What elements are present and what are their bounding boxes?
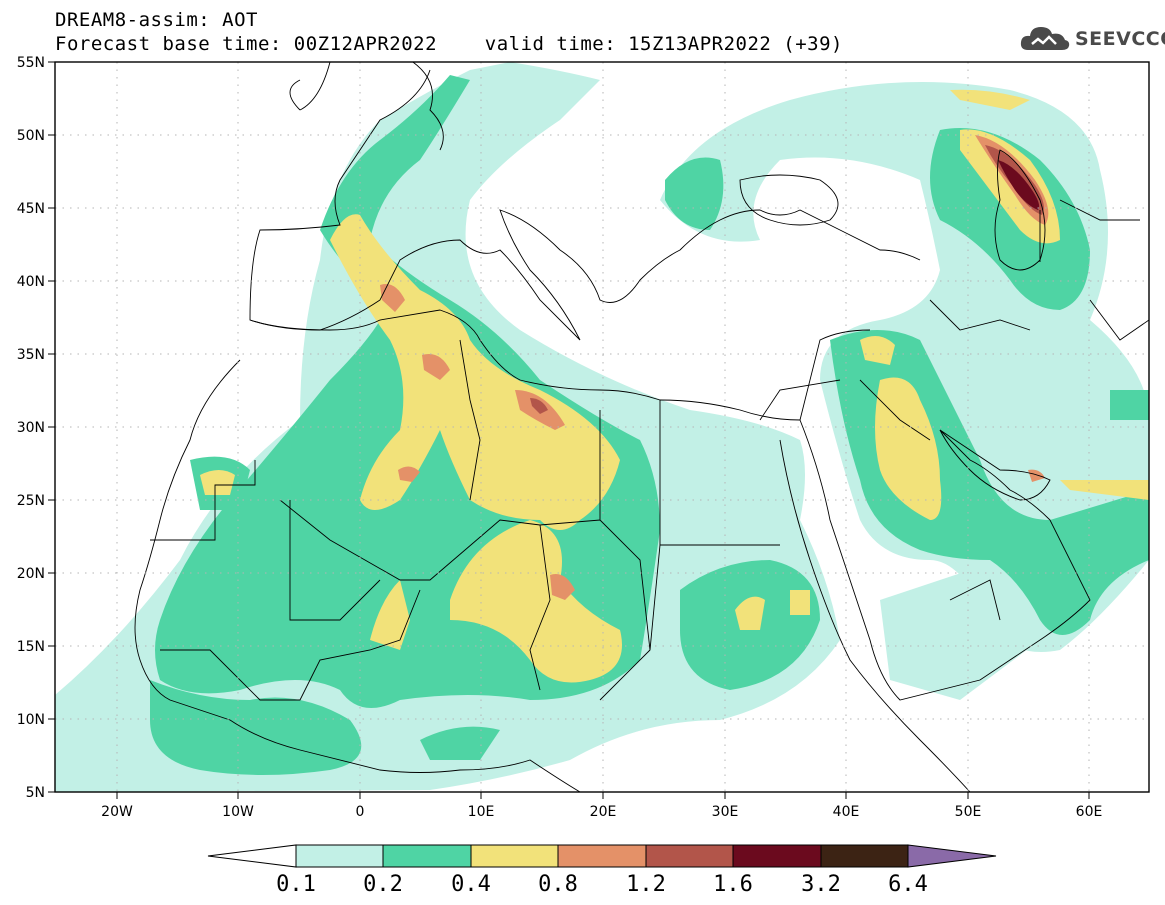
lon-label: 60E xyxy=(1076,804,1103,820)
colorbar-label: 0.2 xyxy=(363,872,403,897)
lon-label: 10W xyxy=(222,804,254,820)
colorbar-high-arrow xyxy=(907,844,997,868)
colorbar-segment xyxy=(732,844,822,868)
forecast-time-line: Forecast base time: 00Z12APR2022 valid t… xyxy=(55,33,843,55)
colorbar-segment xyxy=(557,844,647,868)
colorbar-label: 1.6 xyxy=(713,872,753,897)
colorbar xyxy=(207,844,997,868)
colorbar-segment xyxy=(382,844,472,868)
aot-contour-fields xyxy=(55,62,1149,792)
lat-label: 40N xyxy=(17,274,45,290)
lat-label: 10N xyxy=(17,712,45,728)
lat-label: 45N xyxy=(17,201,45,217)
colorbar-label: 0.8 xyxy=(538,872,578,897)
lat-label: 20N xyxy=(17,566,45,582)
seevccc-logo: SEEVCCC xyxy=(1018,22,1165,56)
colorbar-segment xyxy=(295,844,384,868)
logo-text: SEEVCCC xyxy=(1075,28,1165,50)
colorbar-label: 6.4 xyxy=(888,872,928,897)
map-title: DREAM8-assim: AOT xyxy=(55,9,258,31)
colorbar-label: 3.2 xyxy=(801,872,841,897)
lat-label: 35N xyxy=(17,347,45,363)
colorbar-label: 0.1 xyxy=(276,872,316,897)
colorbar-label: 1.2 xyxy=(626,872,666,897)
colorbar-segment xyxy=(645,844,734,868)
lon-label: 40E xyxy=(833,804,860,820)
lon-label: 0 xyxy=(356,804,365,820)
lat-label: 5N xyxy=(26,785,45,801)
gridlines xyxy=(55,62,1149,792)
lon-label: 30E xyxy=(712,804,739,820)
lon-label: 50E xyxy=(955,804,982,820)
lat-label: 30N xyxy=(17,420,45,436)
lat-label: 50N xyxy=(17,128,45,144)
lat-label: 15N xyxy=(17,639,45,655)
aot-band-1.6 xyxy=(998,160,1040,210)
colorbar-segment xyxy=(470,844,559,868)
lon-label: 20E xyxy=(590,804,617,820)
lon-label: 20W xyxy=(101,804,133,820)
longitude-labels: 20W 10W 0 10E 20E 30E 40E 50E 60E xyxy=(101,804,1102,820)
coastlines-and-borders xyxy=(134,62,1149,792)
colorbar-low-arrow xyxy=(207,844,297,868)
latitude-labels: 55N 50N 45N 40N 35N 30N 25N 20N 15N 10N … xyxy=(17,55,45,801)
lon-label: 10E xyxy=(468,804,495,820)
lat-label: 55N xyxy=(17,55,45,71)
cloud-icon xyxy=(1020,27,1070,50)
axis-ticks xyxy=(48,61,1090,799)
colorbar-label: 0.4 xyxy=(451,872,491,897)
colorbar-segment xyxy=(820,844,909,868)
lat-label: 25N xyxy=(17,493,45,509)
